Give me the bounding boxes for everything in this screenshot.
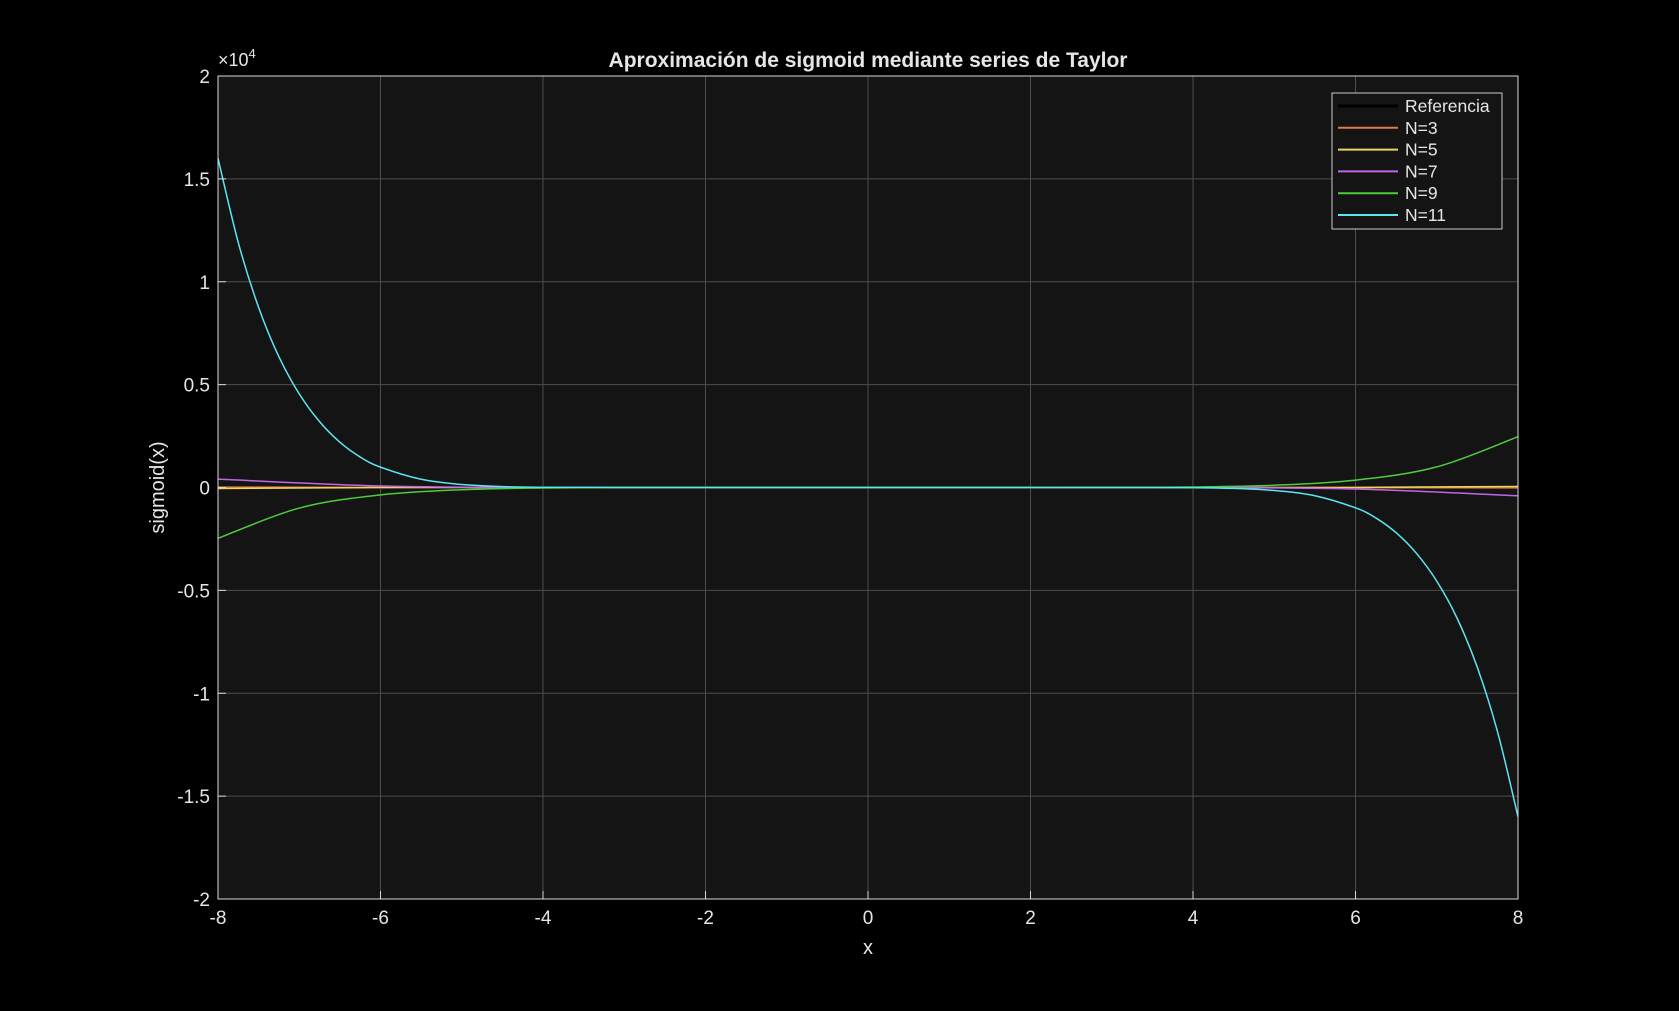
- y-tick-label: -1.5: [177, 787, 210, 808]
- y-axis-exponent-power: 4: [249, 46, 256, 61]
- legend-box: [1331, 92, 1503, 230]
- axis-ticks: -8 -6 -4 -2 0 2 4 6 8 -2 -1.5 -1 -0.5 0 0.5 1 1.5 2: [177, 67, 1523, 929]
- legend-item: N=11: [1338, 205, 1446, 225]
- legend-label: N=9: [1405, 183, 1438, 203]
- y-tick-label: 2: [199, 67, 210, 88]
- x-tick-label: 8: [1513, 908, 1524, 929]
- y-tick-label: 1.5: [184, 170, 210, 191]
- legend-label: N=7: [1405, 161, 1438, 181]
- legend-label: N=3: [1405, 118, 1438, 138]
- y-tick-label: -1: [193, 684, 210, 705]
- y-tick-label: -0.5: [177, 581, 210, 602]
- series-line-n-11: [218, 158, 1518, 817]
- legend-label: N=5: [1405, 140, 1438, 160]
- y-tick-label: 1: [199, 273, 210, 294]
- x-tick-label: -6: [372, 908, 389, 929]
- x-tick-label: -4: [535, 908, 552, 929]
- legend-item: N=3: [1338, 118, 1438, 138]
- x-tick-label: -8: [210, 908, 227, 929]
- x-axis-label: x: [863, 937, 873, 959]
- x-tick-label: 2: [1025, 908, 1036, 929]
- y-axis-exponent: ×104: [218, 46, 256, 70]
- legend-item: N=7: [1338, 161, 1438, 181]
- legend-item: N=9: [1338, 183, 1438, 203]
- y-axis-label: sigmoid(x): [147, 441, 169, 533]
- x-tick-label: 6: [1350, 908, 1361, 929]
- legend-item: N=5: [1338, 140, 1438, 160]
- legend-label: N=11: [1405, 205, 1446, 225]
- x-tick-label: -2: [697, 908, 714, 929]
- legend-item: Referencia: [1338, 96, 1490, 116]
- legend-label: Referencia: [1405, 96, 1490, 116]
- y-tick-label: -2: [193, 890, 210, 911]
- chart-title: Aproximación de sigmoid mediante series …: [609, 49, 1128, 72]
- y-axis-exponent-base: ×10: [218, 50, 249, 70]
- series-lines: [218, 158, 1518, 817]
- y-tick-label: 0: [199, 479, 210, 500]
- x-tick-label: 4: [1188, 908, 1199, 929]
- x-tick-label: 0: [863, 908, 874, 929]
- y-tick-label: 0.5: [184, 376, 210, 397]
